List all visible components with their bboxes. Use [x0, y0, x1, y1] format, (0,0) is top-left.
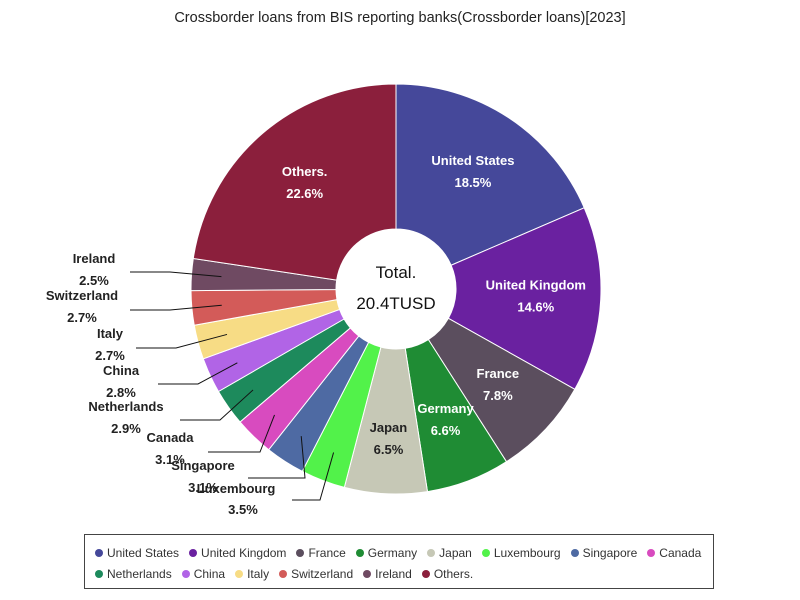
- legend-item-switzerland[interactable]: Switzerland: [279, 567, 353, 581]
- slice-pct-others: 22.6%: [286, 186, 323, 201]
- leader-line-italy: [136, 333, 228, 349]
- slice-pct-italy: 2.7%: [95, 348, 125, 363]
- slice-pct-ireland: 2.5%: [79, 273, 109, 288]
- slice-label-germany: Germany: [417, 401, 474, 416]
- leader-line-netherlands: [180, 389, 254, 421]
- legend-marker: [481, 548, 490, 557]
- slice-pct-japan: 6.5%: [374, 442, 404, 457]
- legend-label: Luxembourg: [493, 545, 561, 560]
- legend-marker: [235, 569, 244, 578]
- legend: United States United Kingdom France Germany…: [84, 534, 714, 589]
- slice-label-canada: Canada: [147, 430, 195, 445]
- slice-pct-united-states: 18.5%: [454, 175, 491, 190]
- legend-label: China: [193, 566, 226, 581]
- legend-row: United States United Kingdom France Germany…: [95, 542, 705, 563]
- legend-marker: [189, 548, 198, 557]
- legend-marker: [95, 548, 103, 557]
- legend-label: Switzerland: [291, 566, 354, 581]
- leader-line-singapore: [248, 436, 306, 479]
- legend-item-italy[interactable]: Italy: [235, 567, 269, 581]
- legend-label: United States: [107, 545, 180, 560]
- legend-marker: [95, 569, 103, 578]
- legend-item-canada[interactable]: Canada: [647, 546, 701, 560]
- legend-item-singapore[interactable]: Singapore: [570, 545, 638, 560]
- slice-label-china: China: [103, 363, 140, 378]
- legend-item-germany[interactable]: Germany: [355, 545, 418, 560]
- donut-hole: [336, 229, 456, 349]
- legend-marker: [363, 569, 372, 578]
- legend-item-ireland[interactable]: Ireland: [363, 567, 412, 581]
- slice-label-others: Others.: [282, 164, 328, 179]
- slice-pct-canada: 3.1%: [155, 452, 185, 467]
- leader-line-ireland: [130, 271, 222, 278]
- slice-pct-united-kingdom: 14.6%: [517, 299, 554, 314]
- chart-title: Crossborder loans from BIS reporting ban…: [174, 10, 626, 26]
- slice-label-singapore: Singapore: [171, 458, 235, 473]
- donut-chart: United States 18.5% United Kingdom 14.6% Fra…: [46, 83, 602, 517]
- legend-label: Japan: [439, 545, 472, 560]
- legend-marker: [647, 548, 656, 557]
- leader-line-canada: [208, 414, 275, 453]
- center-label: Total.: [376, 263, 417, 282]
- legend-marker: [355, 548, 364, 557]
- slice-label-ireland: Ireland: [73, 251, 116, 266]
- legend-label: France: [308, 545, 346, 560]
- slice-label-united-kingdom: United Kingdom: [486, 277, 586, 292]
- legend-label: Netherlands: [107, 566, 172, 581]
- leader-line-china: [158, 362, 238, 385]
- leader-line-switzerland: [130, 304, 222, 311]
- legend-marker: [181, 569, 190, 578]
- legend-marker: [421, 569, 430, 578]
- legend-label: Italy: [247, 566, 270, 581]
- slice-label-italy: Italy: [97, 326, 124, 341]
- legend-label: Others.: [433, 566, 474, 581]
- legend-row: Netherlands China Italy Switzerland Ireland O…: [95, 563, 705, 584]
- slice-label-france: France: [477, 366, 520, 381]
- legend-item-france[interactable]: France: [296, 545, 346, 560]
- slice-pct-luxembourg: 3.5%: [228, 502, 258, 517]
- legend-marker: [427, 548, 436, 557]
- slice-label-japan: Japan: [370, 420, 408, 435]
- legend-label: Canada: [659, 545, 702, 560]
- center-value: 20.4TUSD: [356, 294, 435, 313]
- slice-label-united-states: United States: [431, 153, 514, 168]
- slice-pct-china: 2.8%: [106, 385, 136, 400]
- legend-marker: [279, 569, 288, 578]
- legend-label: Ireland: [375, 566, 412, 581]
- legend-item-luxembourg[interactable]: Luxembourg: [481, 545, 561, 560]
- slice-label-luxembourg: Luxembourg: [197, 481, 276, 496]
- slice-pct-netherlands: 2.9%: [111, 421, 141, 436]
- slice-pct-switzerland: 2.7%: [67, 310, 97, 325]
- legend-item-united-states[interactable]: United States: [95, 546, 179, 560]
- legend-item-united-kingdom[interactable]: United Kingdom: [189, 546, 286, 560]
- legend-label: United Kingdom: [201, 545, 287, 560]
- slice-label-netherlands: Netherlands: [88, 399, 163, 414]
- legend-item-netherlands[interactable]: Netherlands: [95, 567, 172, 581]
- legend-label: Germany: [367, 545, 418, 560]
- leader-line-luxembourg: [292, 452, 335, 501]
- legend-item-others[interactable]: Others.: [421, 566, 474, 581]
- legend-item-japan[interactable]: Japan: [427, 546, 472, 560]
- legend-label: Singapore: [582, 545, 638, 560]
- legend-item-china[interactable]: China: [181, 566, 226, 581]
- slice-label-switzerland: Switzerland: [46, 288, 118, 303]
- legend-marker: [296, 548, 305, 557]
- slice-pct-singapore: 3.1%: [188, 480, 218, 495]
- slice-pct-france: 7.8%: [483, 388, 513, 403]
- legend-marker: [570, 548, 579, 557]
- slice-pct-germany: 6.6%: [431, 423, 461, 438]
